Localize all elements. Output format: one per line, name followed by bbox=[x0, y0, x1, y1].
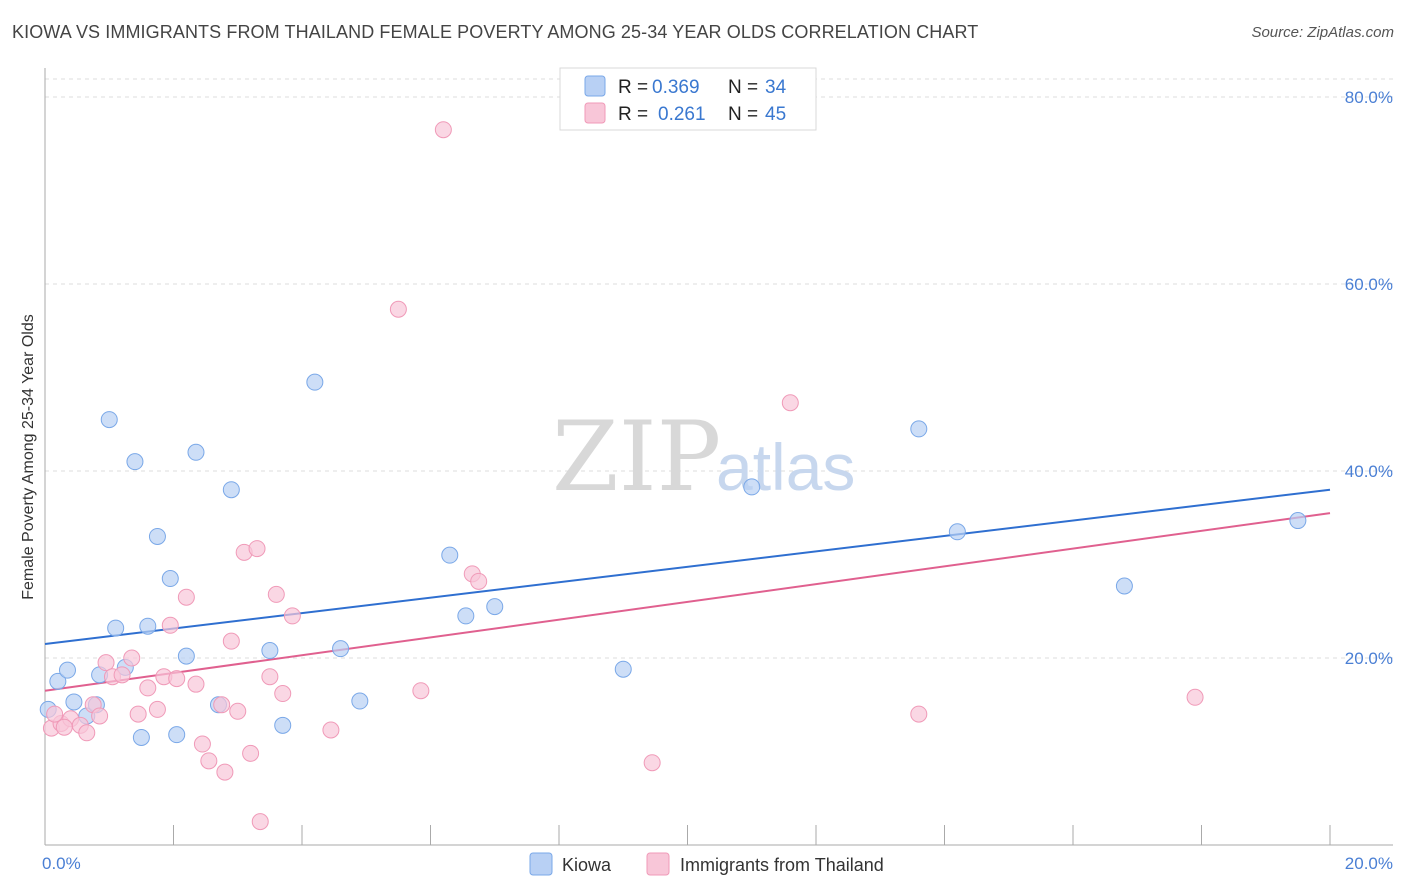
point-1-4 bbox=[78, 724, 96, 742]
point-1-10 bbox=[123, 649, 141, 667]
x-tick-label-0: 0.0% bbox=[42, 854, 81, 873]
point-1-7 bbox=[97, 654, 115, 672]
y-axis-label: Female Poverty Among 25-34 Year Olds bbox=[20, 314, 37, 600]
point-0-14 bbox=[161, 570, 179, 588]
legend-n-label-1: N = bbox=[728, 77, 758, 98]
watermark-atlas: atlas bbox=[716, 430, 855, 504]
x-tick-label-1: 20.0% bbox=[1345, 854, 1393, 873]
point-0-25 bbox=[441, 546, 459, 564]
series-legend: Kiowa Immigrants from Thailand bbox=[529, 852, 884, 876]
trend-lines bbox=[44, 488, 1331, 692]
point-1-33 bbox=[322, 721, 340, 739]
point-1-12 bbox=[139, 679, 157, 697]
series-name-kiowa: Kiowa bbox=[562, 855, 612, 875]
point-1-13 bbox=[148, 700, 166, 718]
point-1-29 bbox=[261, 668, 279, 686]
point-1-21 bbox=[213, 696, 231, 714]
point-1-11 bbox=[129, 705, 147, 723]
point-1-15 bbox=[161, 616, 179, 634]
point-1-41 bbox=[910, 705, 928, 723]
point-0-15 bbox=[168, 726, 186, 744]
series-swatch-thailand bbox=[646, 852, 670, 876]
point-1-27 bbox=[248, 540, 266, 558]
tick-labels: 20.0% 40.0% 60.0% 80.0% 0.0% 20.0% bbox=[42, 88, 1393, 873]
point-0-23 bbox=[332, 640, 350, 658]
point-0-24 bbox=[351, 692, 369, 710]
legend-swatch-kiowa bbox=[584, 75, 606, 97]
gridlines bbox=[45, 78, 1393, 659]
series-name-thailand: Immigrants from Thailand bbox=[680, 855, 884, 875]
point-0-27 bbox=[486, 598, 504, 616]
point-1-16 bbox=[168, 670, 186, 688]
point-0-8 bbox=[107, 619, 125, 637]
point-0-32 bbox=[1115, 577, 1133, 595]
y-tick-label-2: 60.0% bbox=[1345, 275, 1393, 294]
point-1-18 bbox=[187, 675, 205, 693]
point-1-24 bbox=[229, 702, 247, 720]
y-tick-label-3: 80.0% bbox=[1345, 88, 1393, 107]
point-1-19 bbox=[193, 735, 211, 753]
point-1-22 bbox=[216, 763, 234, 781]
point-0-30 bbox=[910, 420, 928, 438]
point-0-11 bbox=[132, 728, 150, 746]
chart-source: Source: ZipAtlas.com bbox=[1251, 24, 1394, 41]
point-1-23 bbox=[222, 632, 240, 650]
legend-n-label-2: N = bbox=[728, 104, 758, 125]
point-1-40 bbox=[781, 394, 799, 412]
legend-r-label-2: R = bbox=[618, 104, 648, 125]
point-0-21 bbox=[274, 716, 292, 734]
point-1-32 bbox=[283, 607, 301, 625]
chart-title: KIOWA VS IMMIGRANTS FROM THAILAND FEMALE… bbox=[12, 22, 979, 42]
y-tick-label-0: 20.0% bbox=[1345, 649, 1393, 668]
correlation-legend: R = 0.369 N = 34 R = 0.261 N = 45 bbox=[559, 67, 817, 131]
point-1-34 bbox=[389, 300, 407, 318]
point-1-31 bbox=[274, 685, 292, 703]
y-tick-label-1: 40.0% bbox=[1345, 462, 1393, 481]
point-1-30 bbox=[267, 585, 285, 603]
point-1-6 bbox=[91, 707, 109, 725]
legend-n-value-2: 45 bbox=[765, 104, 786, 125]
point-0-1 bbox=[49, 672, 67, 690]
point-1-28 bbox=[251, 813, 269, 831]
point-0-28 bbox=[614, 660, 632, 678]
legend-r-value-1: 0.369 bbox=[652, 77, 700, 98]
point-1-9 bbox=[113, 666, 131, 684]
point-0-26 bbox=[457, 607, 475, 625]
trend-line-0 bbox=[44, 488, 1331, 645]
legend-n-value-1: 34 bbox=[765, 77, 787, 98]
point-0-19 bbox=[222, 481, 240, 499]
point-1-44 bbox=[55, 718, 73, 736]
point-0-13 bbox=[148, 527, 166, 545]
watermark-zip: ZIP bbox=[552, 401, 721, 513]
point-0-10 bbox=[126, 453, 144, 471]
point-0-17 bbox=[187, 443, 205, 461]
legend-r-value-2: 0.261 bbox=[658, 104, 706, 125]
point-1-42 bbox=[1186, 688, 1204, 706]
data-points bbox=[39, 121, 1307, 831]
series-swatch-kiowa bbox=[529, 852, 553, 876]
point-0-3 bbox=[65, 693, 83, 711]
trend-line-1 bbox=[44, 512, 1331, 692]
point-1-26 bbox=[242, 744, 260, 762]
point-1-43 bbox=[46, 705, 64, 723]
point-1-35 bbox=[412, 682, 430, 700]
point-0-33 bbox=[1289, 512, 1307, 530]
point-0-31 bbox=[948, 523, 966, 541]
point-1-36 bbox=[434, 121, 452, 139]
point-1-38 bbox=[470, 572, 488, 590]
point-1-17 bbox=[177, 588, 195, 606]
point-1-39 bbox=[643, 754, 661, 772]
point-0-16 bbox=[177, 647, 195, 665]
point-0-2 bbox=[58, 661, 76, 679]
point-0-20 bbox=[261, 642, 279, 660]
legend-swatch-thailand bbox=[584, 102, 606, 124]
legend-r-label-1: R = bbox=[618, 77, 648, 98]
point-1-20 bbox=[200, 752, 218, 770]
point-0-7 bbox=[100, 411, 118, 429]
point-0-22 bbox=[306, 373, 324, 391]
point-0-12 bbox=[139, 617, 157, 635]
point-0-29 bbox=[743, 478, 761, 496]
